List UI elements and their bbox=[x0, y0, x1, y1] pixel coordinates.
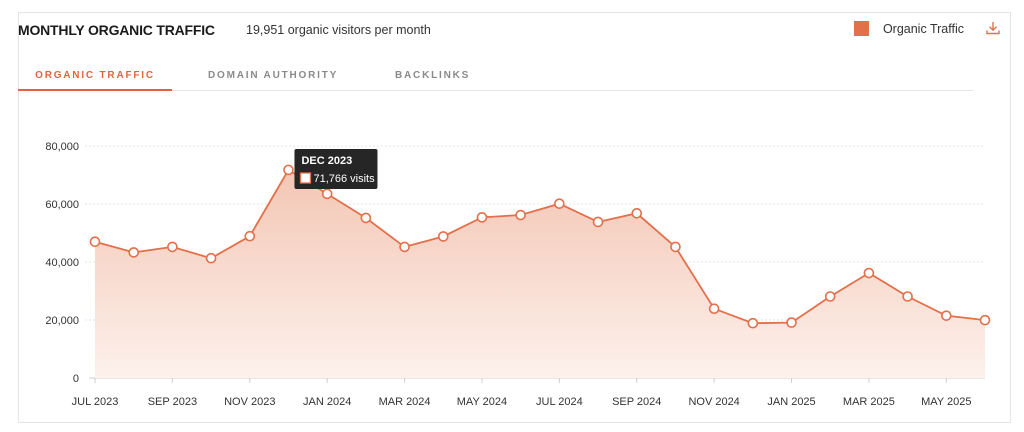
data-point[interactable] bbox=[399, 241, 410, 253]
data-point[interactable] bbox=[283, 164, 294, 176]
traffic-area bbox=[95, 169, 985, 378]
data-point[interactable] bbox=[592, 216, 604, 228]
x-tick-label: JUL 2023 bbox=[72, 396, 119, 408]
data-point[interactable] bbox=[786, 317, 797, 328]
data-point[interactable] bbox=[902, 291, 913, 302]
traffic-line bbox=[94, 168, 986, 325]
chart-title: MONTHLY ORGANIC TRAFFIC bbox=[18, 22, 215, 38]
data-point[interactable] bbox=[708, 303, 720, 314]
y-tick-label: 60,000 bbox=[45, 199, 79, 211]
x-tick-label: NOV 2023 bbox=[224, 396, 275, 408]
data-point[interactable] bbox=[321, 188, 333, 200]
data-point[interactable] bbox=[476, 212, 488, 223]
tooltip-swatch bbox=[299, 172, 312, 184]
y-tick-label: 20,000 bbox=[45, 315, 79, 327]
data-point[interactable] bbox=[360, 212, 372, 224]
tab-backlinks[interactable]: BACKLINKS bbox=[395, 70, 471, 81]
data-point[interactable] bbox=[631, 207, 643, 219]
y-tick-label: 0 bbox=[73, 373, 79, 385]
x-tick-label: JUL 2024 bbox=[536, 396, 583, 408]
x-tick-label: MAR 2025 bbox=[843, 396, 895, 408]
data-point[interactable] bbox=[167, 241, 178, 253]
x-tick-label: SEP 2024 bbox=[612, 396, 661, 408]
data-point[interactable] bbox=[554, 198, 565, 210]
data-point[interactable] bbox=[863, 267, 875, 279]
data-point[interactable] bbox=[670, 241, 681, 253]
data-point[interactable] bbox=[128, 247, 139, 258]
x-tick-label: MAR 2024 bbox=[379, 396, 431, 408]
data-point[interactable] bbox=[747, 317, 759, 329]
legend: Organic Traffic bbox=[853, 21, 964, 36]
legend-swatch bbox=[853, 21, 869, 36]
tab-domain-authority[interactable]: DOMAIN AUTHORITY bbox=[208, 70, 339, 81]
tooltip: DEC 2023 71,766 visits bbox=[294, 149, 378, 189]
data-point[interactable] bbox=[515, 209, 526, 221]
legend-label: Organic Traffic bbox=[882, 21, 964, 36]
data-point[interactable] bbox=[979, 314, 991, 326]
tooltip-value: 71,766 visits bbox=[313, 173, 375, 185]
x-tick-label: MAY 2025 bbox=[921, 396, 971, 408]
y-tick-label: 80,000 bbox=[45, 141, 79, 153]
data-point[interactable] bbox=[941, 310, 952, 321]
tab-organic-traffic[interactable]: ORGANIC TRAFFIC bbox=[18, 70, 172, 91]
y-tick-label: 40,000 bbox=[45, 257, 79, 269]
data-point[interactable] bbox=[89, 236, 101, 247]
download-icon[interactable] bbox=[985, 20, 1001, 36]
data-point[interactable] bbox=[824, 291, 836, 302]
data-point[interactable] bbox=[244, 230, 256, 242]
data-point[interactable] bbox=[437, 231, 449, 242]
chart-tabs: ORGANIC TRAFFIC DOMAIN AUTHORITY BACKLIN… bbox=[18, 70, 973, 91]
x-tick-label: SEP 2023 bbox=[148, 396, 197, 408]
tooltip-title: DEC 2023 bbox=[301, 155, 352, 167]
x-tick-label: MAY 2024 bbox=[457, 396, 507, 408]
x-tick-label: JAN 2025 bbox=[767, 396, 815, 408]
data-point[interactable] bbox=[205, 252, 217, 264]
x-tick-label: NOV 2024 bbox=[688, 396, 739, 408]
chart-subtitle: 19,951 organic visitors per month bbox=[246, 23, 431, 37]
tooltip-box bbox=[294, 149, 378, 189]
x-tick-label: JAN 2024 bbox=[303, 396, 351, 408]
